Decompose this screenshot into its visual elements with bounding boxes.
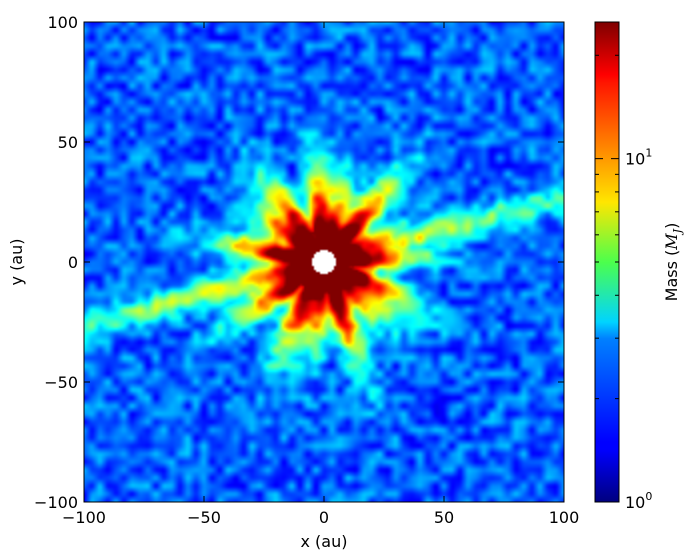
x-tick-label: 100: [549, 508, 580, 527]
x-tick-label: 0: [319, 508, 329, 527]
y-axis-label: y (au): [7, 239, 26, 286]
y-tick-label: −100: [34, 493, 78, 512]
x-axis-ticks: −100 −50 0 50 100: [62, 22, 579, 527]
x-axis-label: x (au): [301, 532, 348, 551]
y-tick-label: −50: [44, 373, 78, 392]
x-tick-label: −50: [187, 508, 221, 527]
colorbar-label-symbol: M: [662, 233, 681, 251]
colorbar-label-prefix: Mass (: [662, 250, 681, 302]
colorbar-tick-label: 101: [625, 147, 652, 169]
y-axis-ticks: −100 −50 0 50 100: [34, 13, 564, 512]
colorbar-label: Mass (MJ): [662, 223, 684, 302]
x-tick-label: 50: [434, 508, 454, 527]
heatmap-image: [84, 22, 564, 502]
y-tick-label: 50: [58, 133, 78, 152]
colorbar-label-subscript: J: [671, 228, 684, 235]
colorbar-tick-label: 100: [625, 490, 652, 512]
colorbar-label-suffix: ): [662, 223, 681, 229]
x-tick-label: −100: [62, 508, 106, 527]
colorbar-ticks: [595, 54, 619, 400]
y-tick-label: 100: [47, 13, 78, 32]
colorbar-major-ticks: 100 101: [595, 147, 652, 512]
y-tick-label: 0: [68, 253, 78, 272]
